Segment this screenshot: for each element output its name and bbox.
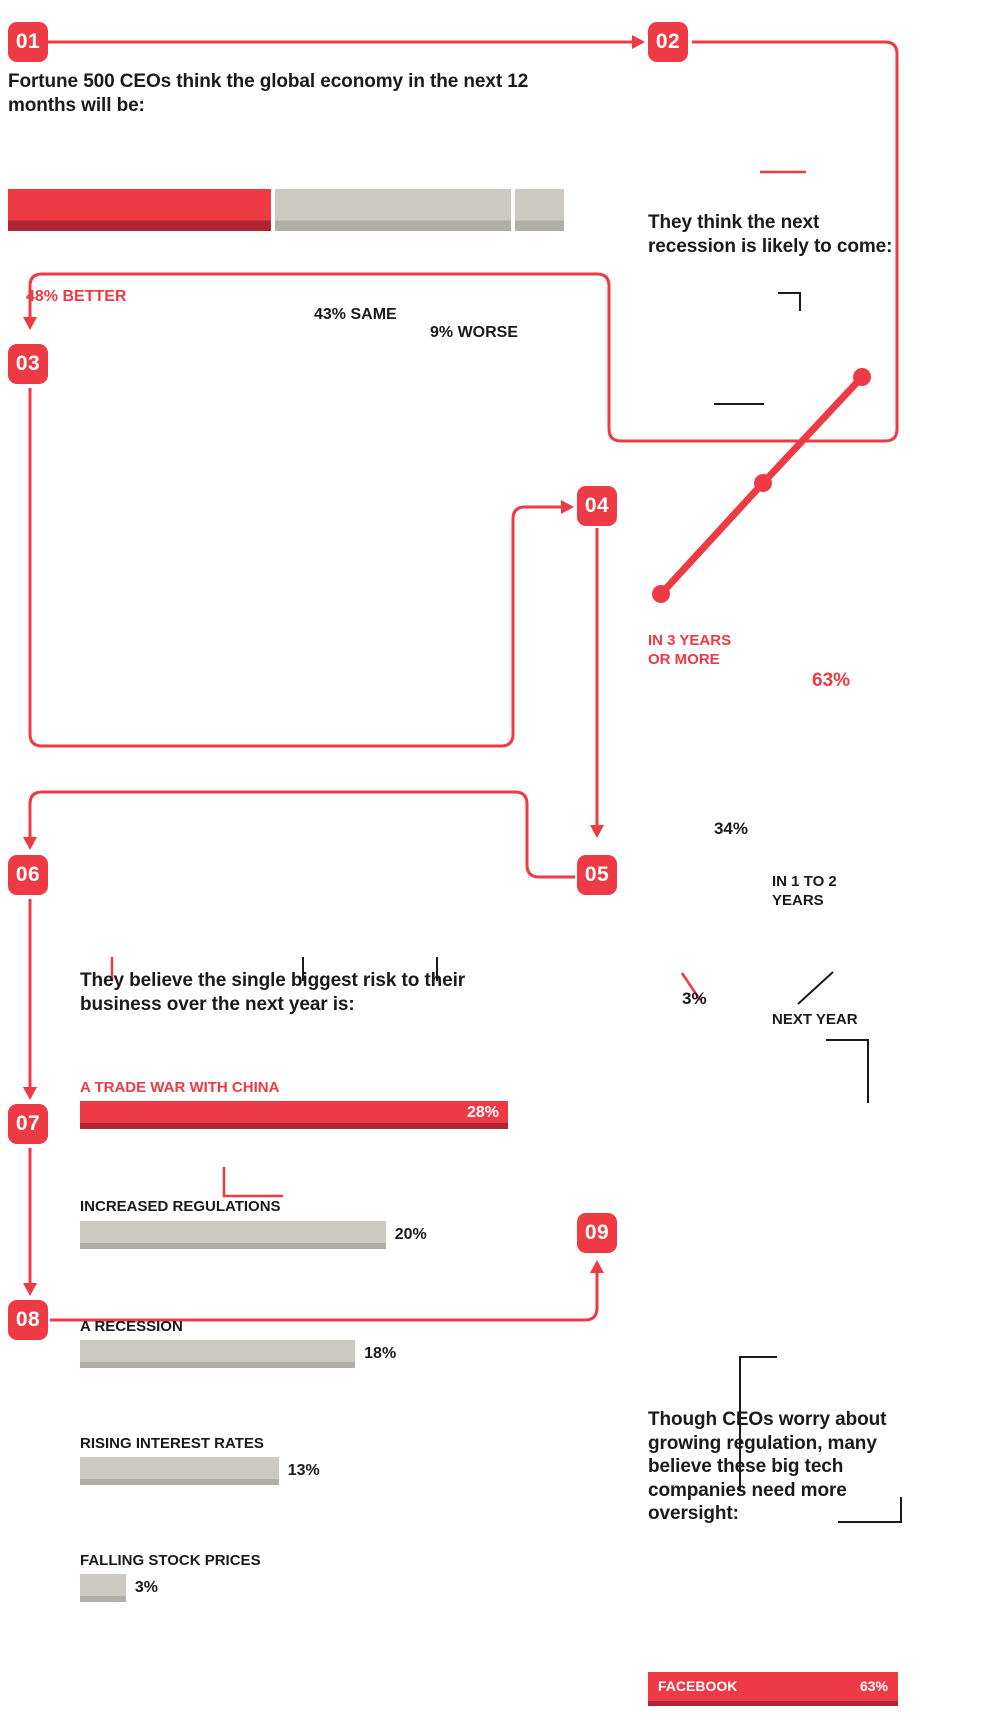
point-next-year	[652, 585, 670, 604]
step-badge-01: 01	[8, 22, 48, 62]
economy-value-same: 43%	[314, 306, 347, 324]
risk-label-interest-rates: RISING INTEREST RATES	[80, 1434, 264, 1452]
risk-bar-trade-war: 28%	[80, 1101, 508, 1130]
recession-category-next-year: NEXT YEAR	[772, 1010, 858, 1028]
section-03-title: They believe the single biggest risk to …	[80, 970, 466, 1015]
economy-value-worse: 9%	[430, 324, 454, 342]
risk-item-regulations: INCREASED REGULATIONS 20%	[80, 1197, 1000, 1249]
risk-value-regulations: 20%	[394, 1225, 427, 1243]
section-04-title: Though CEOs worry about growing regulati…	[648, 1409, 887, 1525]
risk-label-trade-war: A TRADE WAR WITH CHINA	[80, 1079, 280, 1097]
step-badge-04: 04	[577, 486, 617, 526]
step-badge-06: 06	[8, 855, 48, 895]
economy-value-better: 48%	[26, 288, 59, 306]
tech-label-facebook: FACEBOOK	[658, 1678, 738, 1695]
economy-category-worse: WORSE	[457, 324, 519, 342]
economy-bar-worse	[514, 189, 564, 232]
step-badge-05: 05	[577, 855, 617, 895]
economy-label-same: 43% SAME	[314, 306, 1000, 324]
section-02-title: They think the next recession is likely …	[648, 212, 893, 257]
risk-value-stock-prices: 3%	[134, 1579, 158, 1597]
risk-item-stock-prices: FALLING STOCK PRICES 3%	[80, 1551, 1000, 1603]
recession-value-1-to-2: 34%	[713, 818, 748, 838]
risk-item-interest-rates: RISING INTEREST RATES 13%	[80, 1434, 1000, 1485]
risk-label-stock-prices: FALLING STOCK PRICES	[80, 1551, 261, 1569]
risk-item-recession: A RECESSION 18%	[80, 1317, 1000, 1368]
point-1-to-2-years	[754, 474, 772, 493]
step-badge-07: 07	[8, 1104, 48, 1144]
economy-stacked-bar	[8, 189, 564, 232]
economy-bar-same	[275, 189, 511, 232]
step-badge-02: 02	[648, 22, 688, 62]
risk-label-regulations: INCREASED REGULATIONS	[80, 1198, 281, 1216]
risk-value-interest-rates: 13%	[287, 1461, 320, 1479]
recession-category-1-to-2: IN 1 TO 2 YEARS	[772, 872, 837, 909]
risk-bar-stock-prices	[80, 1574, 126, 1603]
recession-value-3-years: 63%	[812, 669, 851, 691]
point-3-years-or-more	[853, 368, 871, 387]
risk-value-recession: 18%	[364, 1344, 397, 1362]
economy-category-same: SAME	[350, 306, 397, 324]
economy-category-better: BETTER	[62, 288, 127, 306]
risk-value-trade-war: 28%	[466, 1103, 499, 1121]
recession-line-chart	[652, 368, 871, 604]
step-badge-09: 09	[577, 1213, 617, 1253]
risk-item-trade-war: A TRADE WAR WITH CHINA 28%	[80, 1078, 1000, 1130]
risk-label-recession: A RECESSION	[80, 1317, 183, 1335]
recession-value-next-year: 3%	[682, 988, 707, 1008]
risk-bar-interest-rates	[80, 1456, 279, 1485]
tech-bar-facebook: FACEBOOK 63%	[648, 1671, 898, 1706]
step-badge-08: 08	[8, 1300, 48, 1340]
economy-label-better: 48% BETTER	[26, 288, 1000, 306]
section-01-title: Fortune 500 CEOs think the global econom…	[8, 71, 529, 116]
recession-category-3-years: IN 3 YEARS OR MORE	[648, 632, 732, 669]
risk-bar-recession	[80, 1339, 356, 1368]
economy-bar-better	[8, 189, 272, 232]
step-badge-03: 03	[8, 344, 48, 384]
risk-bar-regulations	[80, 1220, 386, 1249]
tech-value-facebook: 63%	[859, 1678, 888, 1695]
tech-row-facebook: FACEBOOK 63%	[648, 1671, 898, 1706]
